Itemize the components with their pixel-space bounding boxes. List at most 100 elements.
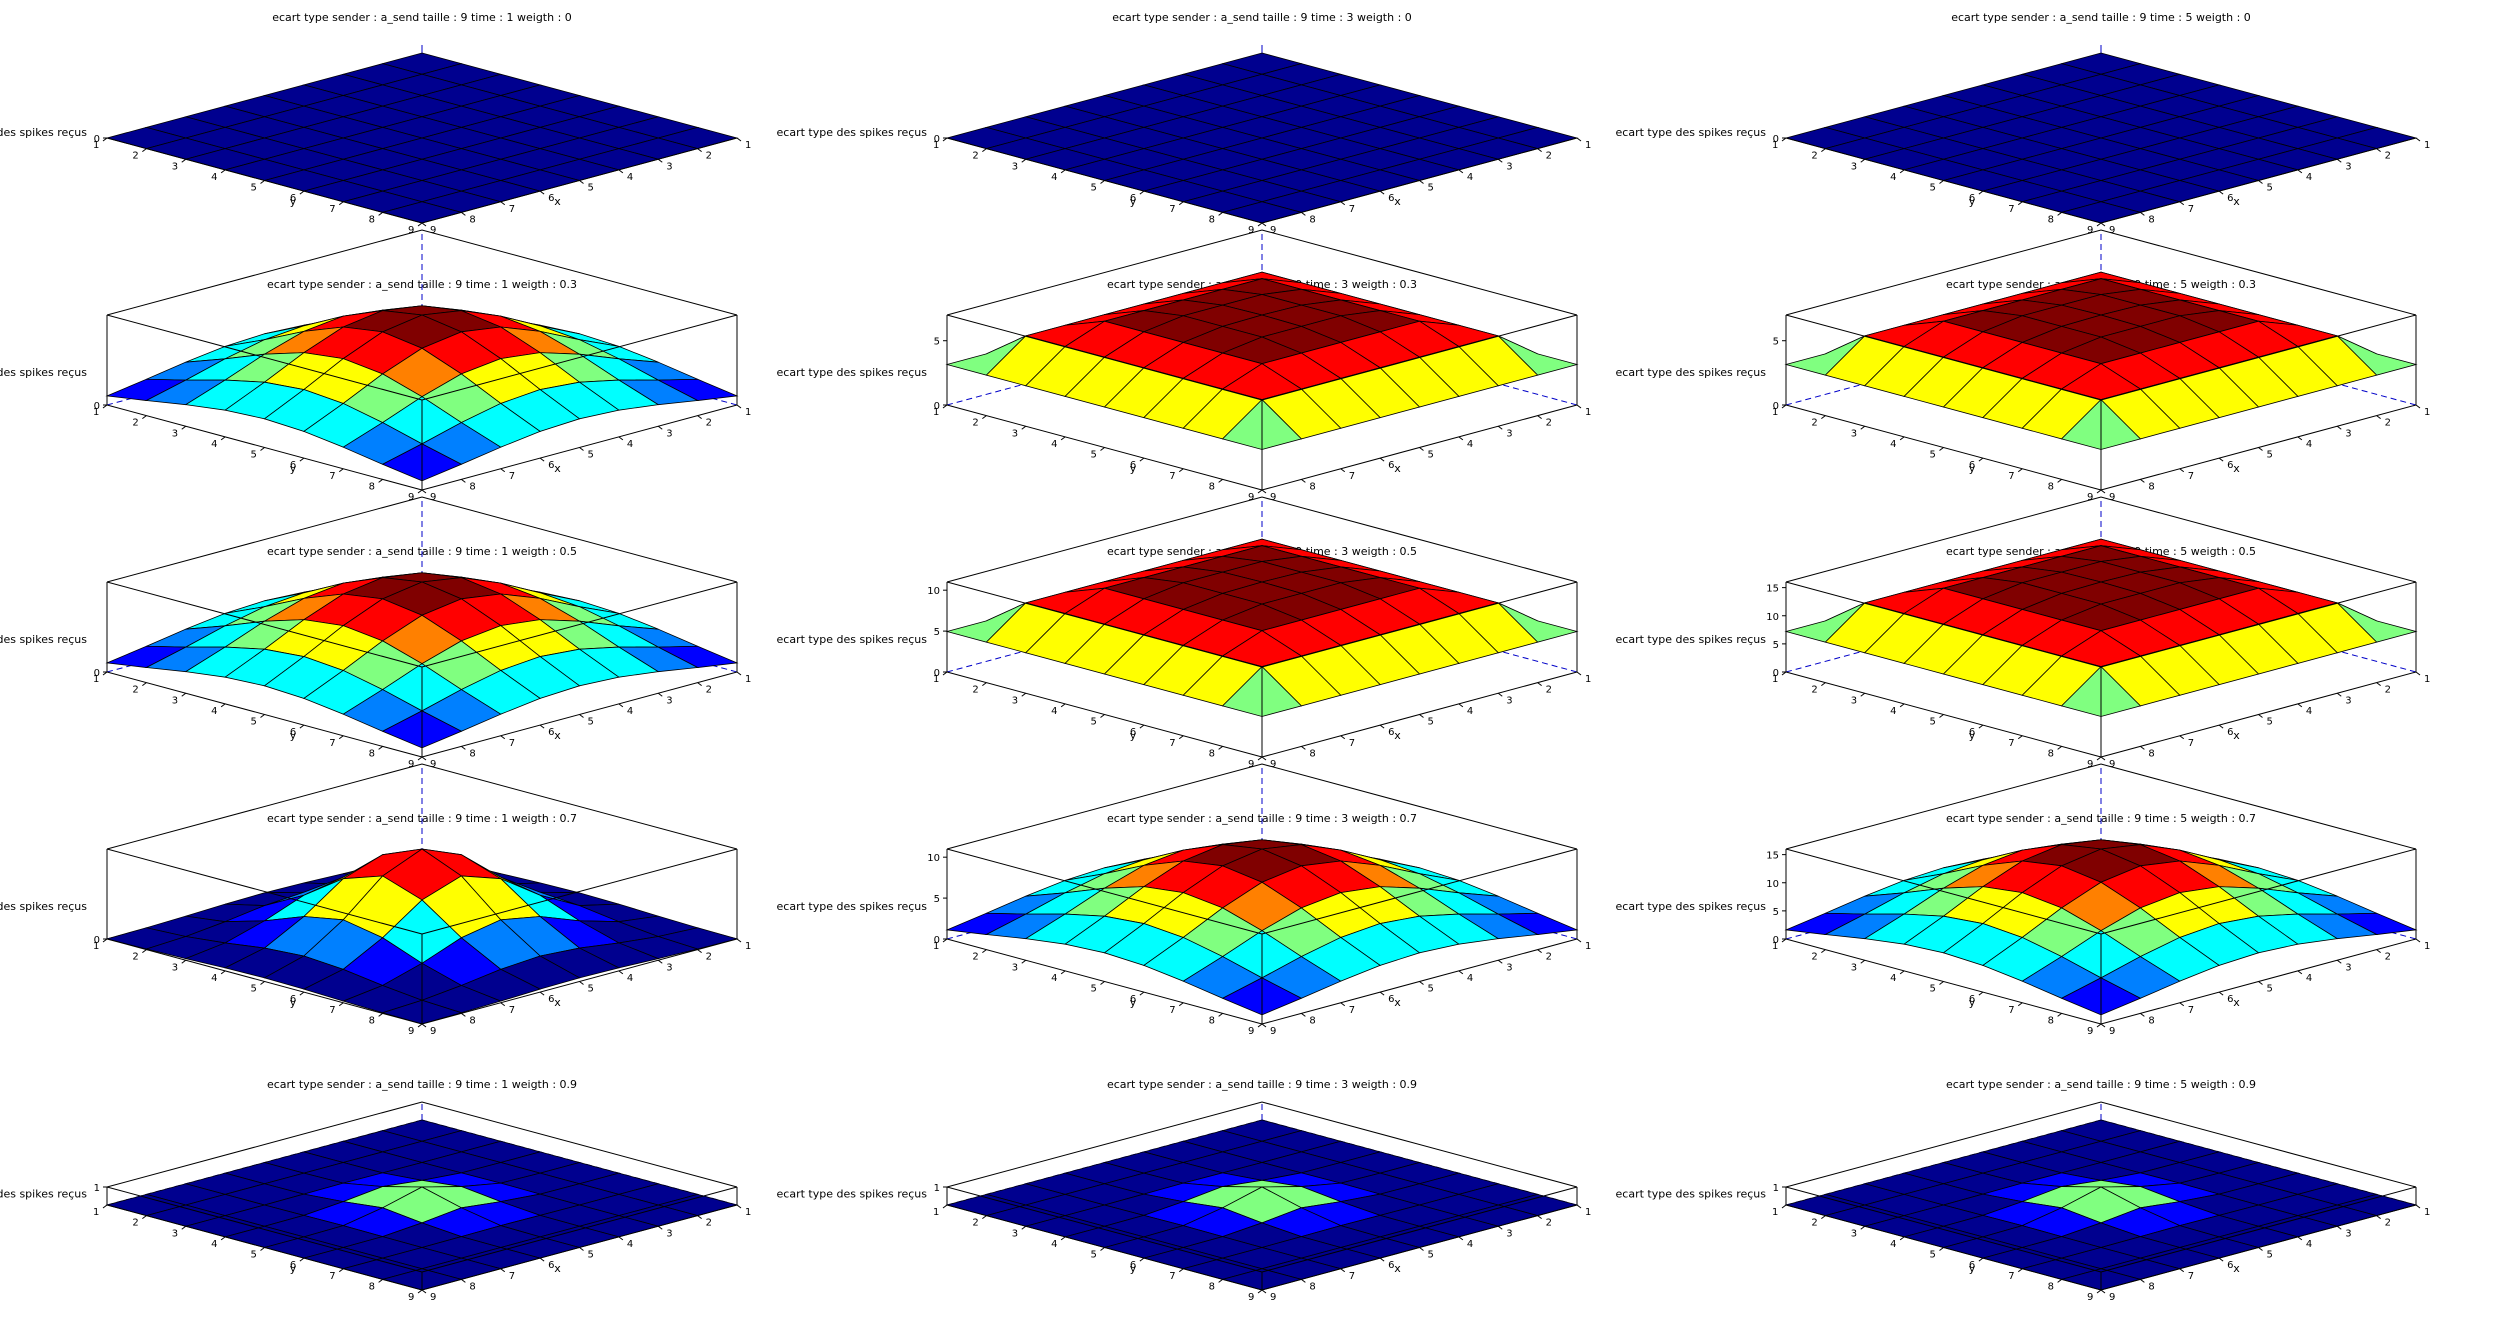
x-axis-label: x [554,462,561,475]
x-tick [500,1268,506,1273]
x-tick [461,745,466,750]
x-tick [736,938,742,943]
y-tick [299,991,305,996]
x-tick [618,169,624,174]
axes-box-front [2100,314,2417,401]
x-tick [1379,457,1385,462]
y-tick [1060,436,1066,441]
x-tick-label: 1 [745,407,751,418]
z-tick-label: 5 [934,627,940,638]
y-tick-label: 7 [2008,204,2014,215]
y-tick [338,1002,344,1007]
y-tick-label: 1 [93,407,99,418]
y-tick [260,1247,265,1251]
y-tick-label: 8 [2048,1015,2054,1026]
y-tick [1257,756,1263,761]
axes-box-front [106,314,423,401]
x-tick-label: 8 [2148,481,2154,492]
x-tick-label: 4 [1467,1239,1473,1250]
y-tick [260,714,265,718]
x-tick [461,1012,466,1017]
y-tick [220,703,226,708]
x-tick [1301,1012,1306,1017]
y-axis-label: y [290,462,297,475]
y-tick-label: 8 [2048,214,2054,225]
x-tick [461,478,466,483]
x-tick-label: 9 [2109,1292,2115,1303]
y-tick-label: 8 [2048,748,2054,759]
x-tick-label: 3 [666,695,672,706]
y-tick-label: 6 [290,193,296,204]
x-tick [657,158,663,163]
y-tick [142,415,147,420]
x-tick-label: 9 [430,225,436,236]
x-tick-label: 8 [469,1015,475,1026]
y-tick [417,756,423,761]
x-tick-label: 2 [1546,952,1552,963]
x-tick-label: 4 [2306,172,2312,183]
x-tick-label: 4 [1467,973,1473,984]
y-tick [1021,959,1027,964]
y-tick-label: 7 [1169,738,1175,749]
y-tick [2057,745,2062,750]
x-tick-label: 1 [1585,674,1591,685]
y-tick-label: 1 [933,140,939,151]
z-axis-label: ecart type des spikes reçus [777,126,928,139]
x-tick [1261,1023,1267,1028]
x-tick [657,425,663,430]
y-tick-label: 4 [1051,172,1057,183]
x-tick [421,222,427,227]
x-tick-label: 9 [2109,225,2115,236]
x-tick-label: 4 [2306,439,2312,450]
x-tick-label: 2 [706,418,712,429]
x-axis-label: x [2233,729,2240,742]
y-tick-label: 2 [972,952,978,963]
y-tick [142,1215,147,1220]
x-tick-label: 2 [1546,151,1552,162]
x-tick [2100,222,2106,227]
y-tick [1139,457,1145,462]
x-tick-label: 1 [1585,1207,1591,1218]
y-tick-label: 5 [1930,717,1936,728]
x-tick-label: 3 [1506,695,1512,706]
x-tick [736,1204,742,1209]
x-tick-label: 6 [2227,193,2233,204]
x-tick [1497,1225,1503,1230]
x-tick [1301,1278,1306,1283]
x-tick-label: 5 [1428,984,1434,995]
y-tick-label: 1 [93,140,99,151]
y-tick [260,981,265,985]
x-tick-label: 3 [1506,1228,1512,1239]
x-tick-label: 8 [469,1281,475,1292]
x-tick-label: 1 [2424,1207,2430,1218]
y-tick-label: 2 [132,952,138,963]
x-tick-label: 8 [2148,1015,2154,1026]
y-tick-label: 4 [1051,706,1057,717]
y-tick [1939,447,1944,451]
y-tick [1821,1215,1826,1220]
x-tick [1458,169,1464,174]
axes-box-front [1261,581,1578,668]
y-tick [417,1289,423,1294]
y-tick-label: 1 [933,407,939,418]
y-tick [1139,991,1145,996]
y-tick-label: 1 [1772,1207,1778,1218]
x-tick [1261,489,1267,494]
z-axis-label: ecart type des spikes reçus [777,633,928,646]
x-tick-label: 8 [1309,1015,1315,1026]
y-tick-label: 2 [1811,685,1817,696]
x-tick [579,981,584,985]
axes-box-front [421,848,738,935]
y-tick [2017,1268,2023,1273]
x-tick [1537,415,1542,420]
y-tick-label: 2 [1811,1218,1817,1229]
x-tick-label: 5 [2267,183,2273,194]
x-tick [2258,1247,2263,1251]
x-tick [618,703,624,708]
x-tick-label: 3 [2345,962,2351,973]
x-tick-label: 7 [509,1271,515,1282]
x-axis-label: x [554,1262,561,1275]
y-tick [1978,457,1984,462]
z-axis-label: ecart type des spikes reçus [0,366,87,379]
